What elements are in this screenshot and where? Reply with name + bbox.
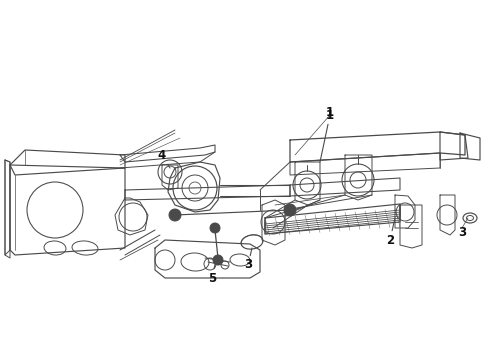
Text: 3: 3 <box>458 225 466 239</box>
Text: 5: 5 <box>208 260 216 284</box>
Text: 3: 3 <box>244 248 252 271</box>
Text: 1: 1 <box>320 108 334 162</box>
Text: 4: 4 <box>158 149 170 168</box>
Circle shape <box>284 204 296 216</box>
Circle shape <box>169 209 181 221</box>
Text: 1: 1 <box>326 105 334 118</box>
Circle shape <box>210 223 220 233</box>
Text: 2: 2 <box>386 218 395 247</box>
Circle shape <box>213 255 223 265</box>
